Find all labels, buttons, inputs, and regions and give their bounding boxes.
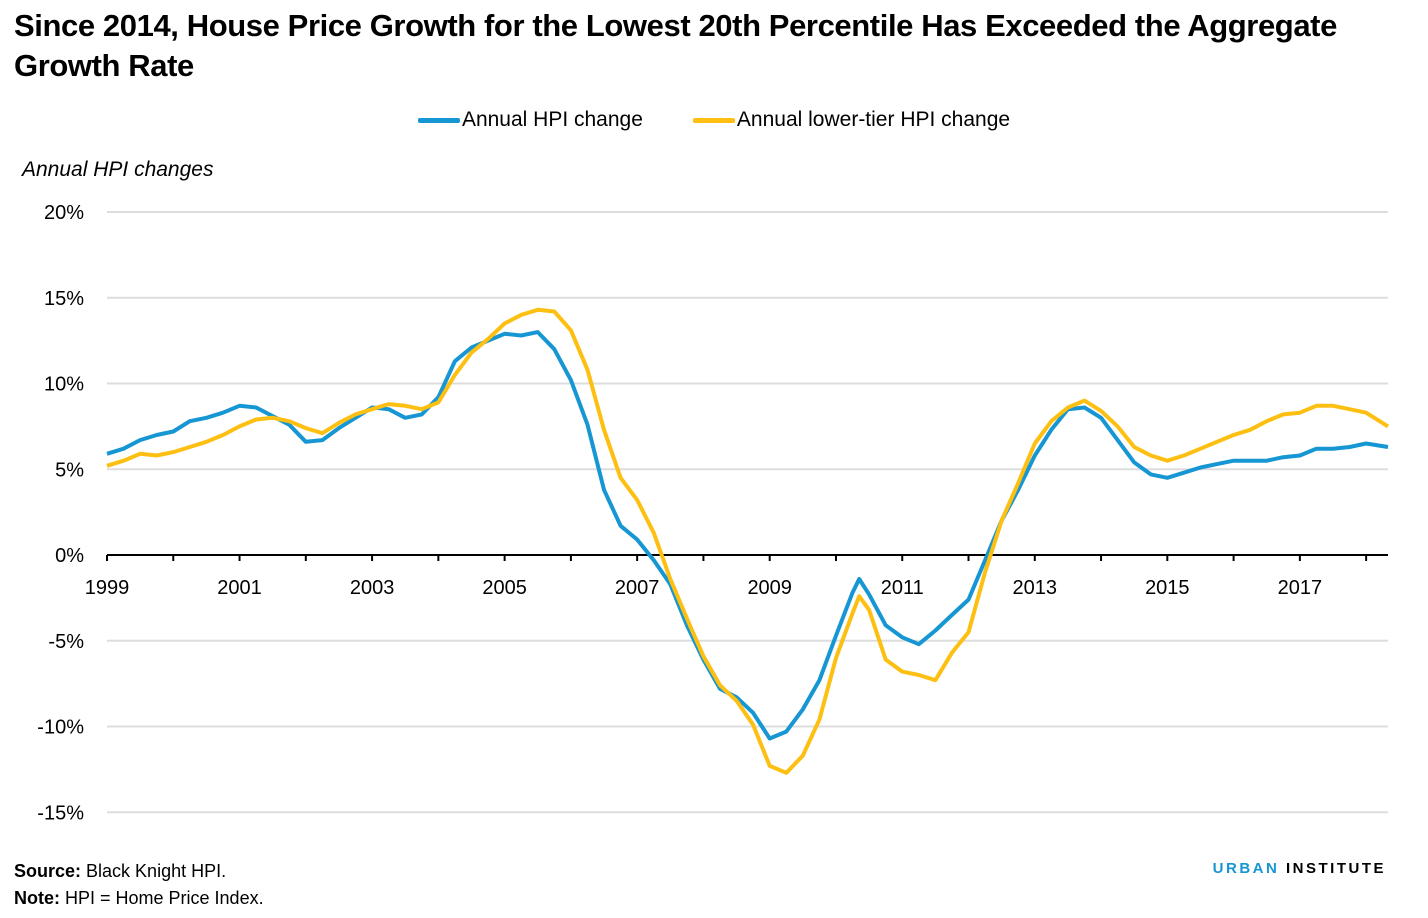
- x-tick-label: 2001: [217, 577, 262, 599]
- series-lines: [106, 307, 1390, 775]
- x-tick-label: 2009: [747, 577, 792, 599]
- gridlines: [107, 211, 1388, 814]
- legend-swatch-hpi: [417, 117, 460, 123]
- y-tick-labels: 20% 15% 10% 5% 0% -5% -10% -15%: [37, 202, 84, 824]
- legend-label-lower-tier: Annual lower-tier HPI change: [736, 108, 1011, 131]
- y-tick-label: 10%: [44, 374, 84, 396]
- x-tick-label: 1999: [85, 577, 130, 599]
- y-tick-label: 0%: [55, 545, 84, 567]
- legend: Annual HPI change Annual lower-tier HPI …: [0, 108, 1428, 132]
- x-tick-label: 2017: [1278, 577, 1323, 599]
- brand-urban: URBAN: [1212, 860, 1280, 877]
- series-line-hpi: [106, 330, 1389, 741]
- brand-institute: INSTITUTE: [1279, 860, 1386, 877]
- series-line-lower-tier: [106, 307, 1390, 775]
- note-text: HPI = Home Price Index.: [60, 888, 264, 908]
- y-tick-label: 5%: [55, 459, 84, 481]
- x-tick-label: 2015: [1145, 577, 1190, 599]
- x-tick-label: 2003: [350, 577, 395, 599]
- legend-item-hpi: Annual HPI change: [417, 108, 643, 132]
- y-tick-label: -5%: [48, 631, 84, 653]
- legend-item-lower-tier: Annual lower-tier HPI change: [692, 108, 1011, 132]
- x-tick-label: 2007: [615, 577, 660, 599]
- urban-institute-logo: URBAN INSTITUTE: [1213, 860, 1386, 877]
- x-axis: 1999 2001 2003 2005 2007 2009 2011 2013 2015 2017: [85, 554, 1388, 599]
- y-tick-label: 15%: [44, 288, 84, 310]
- chart-title: Since 2014, House Price Growth for the L…: [14, 8, 1337, 83]
- y-tick-label: -10%: [37, 717, 84, 739]
- y-axis-label: Annual HPI changes: [22, 158, 214, 181]
- source-label: Source:: [14, 861, 82, 881]
- y-tick-label: 20%: [44, 202, 84, 224]
- x-tick-label: 2011: [881, 577, 924, 599]
- source-line: Source: Black Knight HPI.: [14, 858, 264, 885]
- source-text: Black Knight HPI.: [81, 861, 227, 881]
- x-tick-label: 2013: [1013, 577, 1058, 599]
- note-line: Note: HPI = Home Price Index.: [14, 885, 264, 912]
- x-tick-label: 2005: [482, 577, 527, 599]
- footer: Source: Black Knight HPI. Note: HPI = Ho…: [14, 858, 264, 912]
- legend-swatch-lower-tier: [692, 117, 735, 123]
- note-label: Note:: [14, 888, 60, 908]
- y-tick-label: -15%: [37, 802, 84, 824]
- legend-label-hpi: Annual HPI change: [461, 108, 643, 131]
